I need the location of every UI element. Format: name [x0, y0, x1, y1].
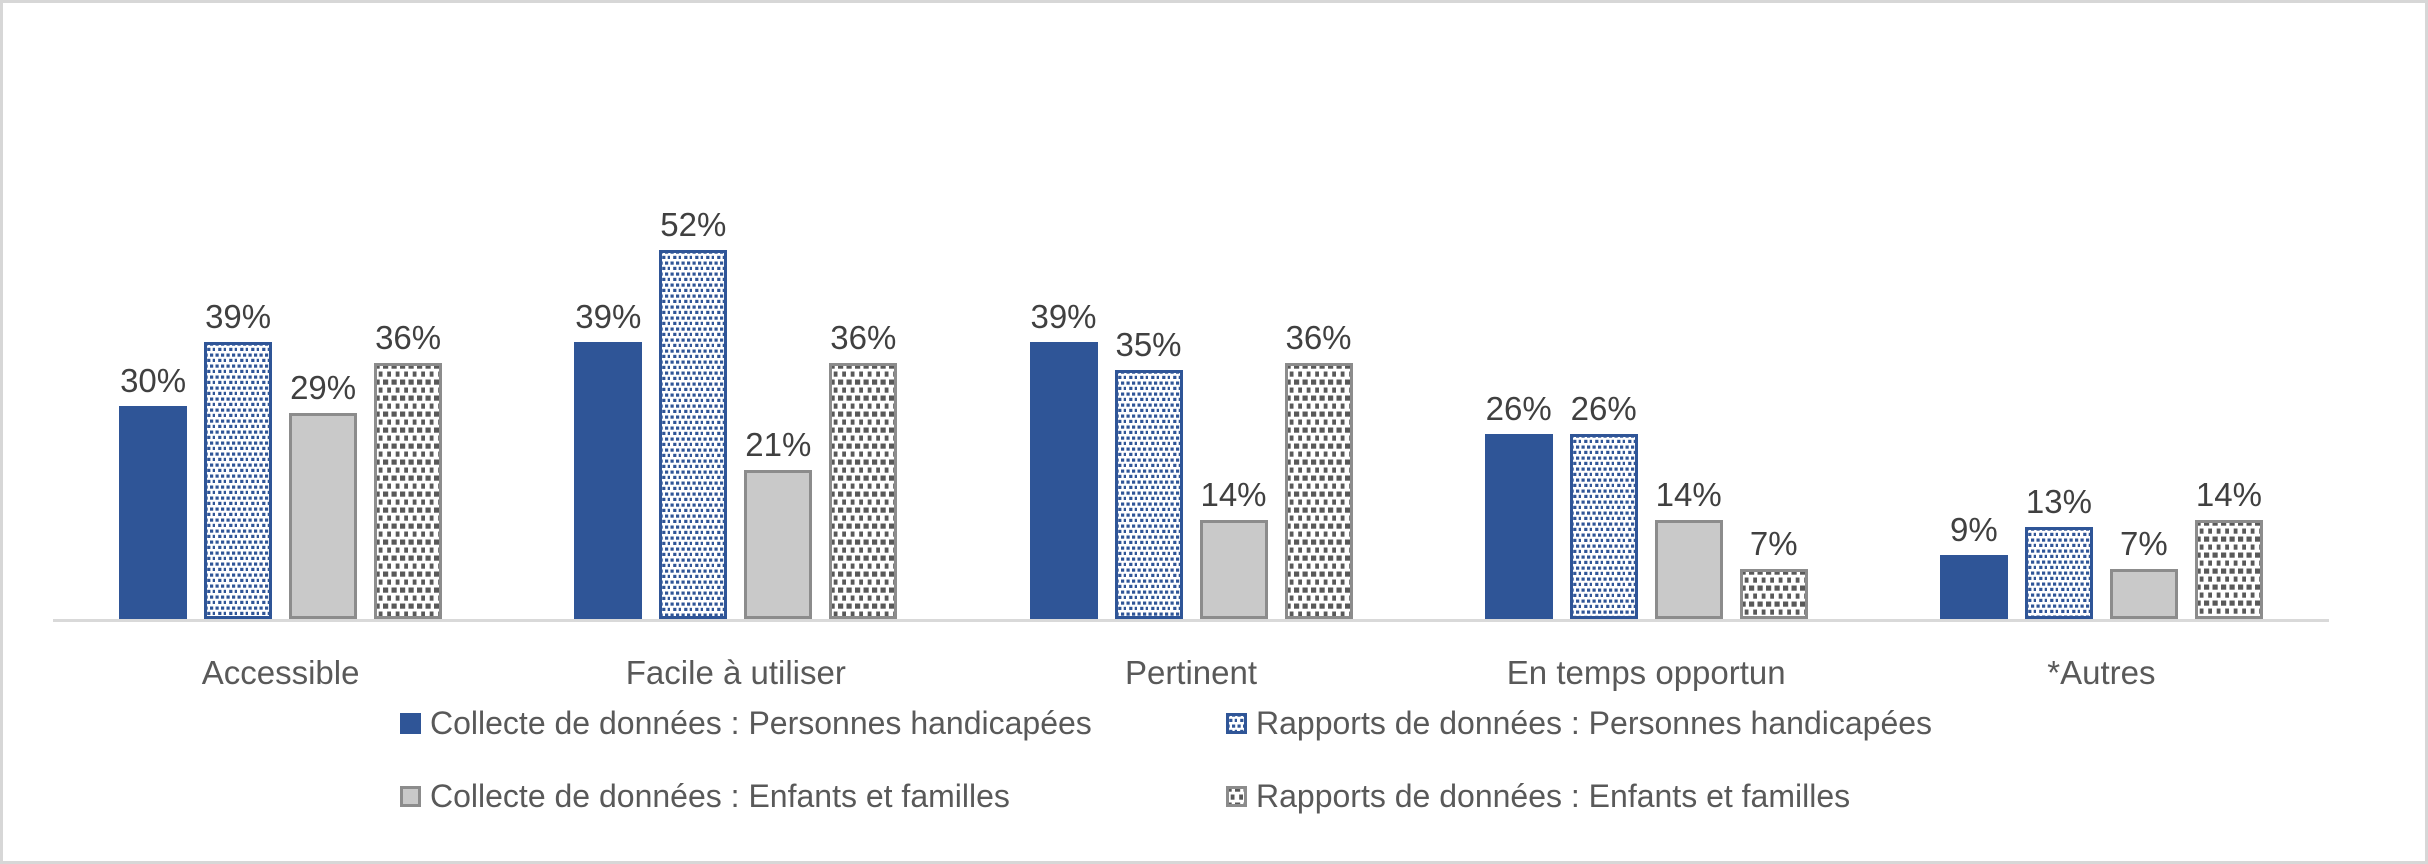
bar-with-label: 29% — [289, 369, 358, 619]
category-label: En temps opportun — [1506, 654, 1786, 691]
x-axis-line — [53, 619, 2329, 622]
bar-with-label: 52% — [659, 206, 728, 619]
category-label: *Autres — [2047, 654, 2156, 691]
bar — [289, 413, 358, 619]
bar-with-label: 7% — [2109, 525, 2178, 619]
bar-value-label: 36% — [830, 319, 897, 356]
legend-entry: Rapports de données : Personnes handicap… — [1226, 707, 1932, 739]
category-label: Pertinent — [1124, 654, 1258, 691]
bar-with-label: 14% — [1199, 476, 1268, 619]
bar — [1199, 520, 1268, 619]
category-label: Facile à utiliser — [625, 654, 846, 691]
bar — [1654, 520, 1723, 619]
bar-value-label: 14% — [1655, 476, 1722, 513]
bar — [2024, 527, 2093, 619]
bar-with-label: 21% — [744, 426, 813, 619]
bar-value-label: 52% — [660, 206, 727, 243]
bar-value-label: 39% — [1030, 298, 1097, 335]
legend-swatch — [1226, 712, 1247, 734]
bar-value-label: 9% — [1950, 511, 1998, 548]
plot-area: 30% 39% 29% 36% 39% 52% 21% 36% 39% 35% 14% 36% 26% 2… — [53, 3, 2329, 619]
legend-swatch — [1226, 785, 1247, 807]
bar — [2109, 569, 2178, 619]
bar-group: 39% 35% 14% 36% — [963, 300, 1418, 619]
bar — [829, 363, 898, 619]
legend-entry: Collecte de données : Personnes handicap… — [400, 707, 1092, 739]
bar-with-label: 39% — [1029, 298, 1098, 619]
legend-swatch — [400, 712, 421, 734]
bar — [2194, 520, 2263, 619]
bar — [574, 342, 643, 619]
bar-with-label: 13% — [2024, 483, 2093, 619]
bar-value-label: 7% — [2120, 525, 2168, 562]
bar — [659, 250, 728, 619]
bar — [1029, 342, 1098, 619]
bar-value-label: 29% — [290, 369, 357, 406]
bar-value-label: 30% — [120, 362, 187, 399]
legend-label: Rapports de données : Personnes handicap… — [1256, 705, 1933, 741]
bar-value-label: 26% — [1570, 390, 1637, 427]
bar-value-label: 36% — [375, 319, 442, 356]
legend-label: Collecte de données : Personnes handicap… — [430, 705, 1092, 741]
bar-value-label: 39% — [205, 298, 272, 335]
bar-value-label: 26% — [1485, 390, 1552, 427]
bar — [374, 363, 443, 619]
bar-with-label: 7% — [1739, 525, 1808, 619]
bar-with-label: 14% — [1654, 476, 1723, 619]
legend-swatch — [400, 785, 421, 807]
bar-with-label: 36% — [1284, 319, 1353, 619]
bar-value-label: 36% — [1285, 319, 1352, 356]
legend-entry: Rapports de données : Enfants et famille… — [1226, 780, 1850, 812]
bar-with-label: 36% — [829, 319, 898, 619]
legend-row-1: Collecte de données : Personnes handicap… — [3, 707, 2425, 751]
bar-value-label: 35% — [1115, 326, 1182, 363]
bar — [119, 406, 188, 619]
bar-value-label: 21% — [745, 426, 812, 463]
category-label: Accessible — [201, 654, 360, 691]
category-axis: Accessible Facile à utiliser Pertinent En t… — [53, 653, 2329, 693]
bar-with-label: 36% — [374, 319, 443, 619]
legend-entry: Collecte de données : Enfants et famille… — [400, 780, 1010, 812]
bar-group: 30% 39% 29% 36% — [53, 300, 508, 619]
bar — [204, 342, 273, 619]
legend-row-2: Collecte de données : Enfants et famille… — [3, 780, 2425, 824]
bar-value-label: 39% — [575, 298, 642, 335]
bar-value-label: 14% — [2195, 476, 2262, 513]
bar-with-label: 30% — [119, 362, 188, 619]
bar-with-label: 26% — [1484, 390, 1553, 619]
bar-group: 9% 13% 7% 14% — [1874, 478, 2329, 619]
bar-value-label: 13% — [2025, 483, 2092, 520]
bar-with-label: 9% — [1939, 511, 2008, 619]
legend-label: Rapports de données : Enfants et famille… — [1256, 778, 1851, 814]
bar-with-label: 39% — [204, 298, 273, 619]
bar-value-label: 14% — [1200, 476, 1267, 513]
bar-group: 39% 52% 21% 36% — [508, 208, 963, 619]
bar-group: 26% 26% 14% 7% — [1419, 392, 1874, 619]
bar — [1114, 370, 1183, 619]
bar — [1739, 569, 1808, 619]
legend-label: Collecte de données : Enfants et famille… — [430, 778, 1010, 814]
bar-with-label: 39% — [574, 298, 643, 619]
bar — [1939, 555, 2008, 619]
bar — [1569, 434, 1638, 619]
bar-with-label: 35% — [1114, 326, 1183, 619]
bar — [1484, 434, 1553, 619]
bar-value-label: 7% — [1749, 525, 1798, 562]
bar-with-label: 14% — [2194, 476, 2263, 619]
bar — [1284, 363, 1353, 619]
bar — [744, 470, 813, 619]
bar-with-label: 26% — [1569, 390, 1638, 619]
